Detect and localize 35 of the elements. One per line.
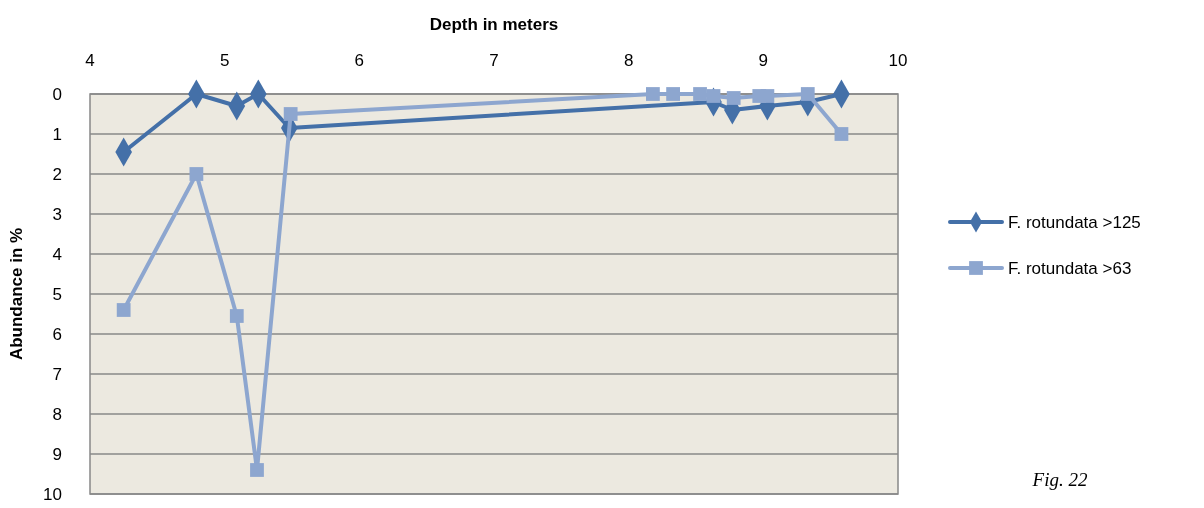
y-tick-label: 1 bbox=[52, 125, 62, 144]
y-tick-label: 2 bbox=[52, 165, 62, 184]
point bbox=[646, 87, 660, 101]
point bbox=[250, 463, 264, 477]
point bbox=[834, 127, 849, 141]
y-tick-label: 6 bbox=[52, 325, 62, 344]
point bbox=[666, 87, 680, 101]
y-tick-label: 0 bbox=[52, 85, 62, 104]
y-tick-label: 7 bbox=[52, 365, 62, 384]
caption: Fig. 22 bbox=[1031, 469, 1088, 490]
point bbox=[283, 107, 298, 121]
point bbox=[800, 87, 815, 101]
y-tick-label: 4 bbox=[52, 245, 62, 264]
x-tick-label: 8 bbox=[623, 51, 634, 70]
x-tick-label: 7 bbox=[489, 51, 499, 70]
point bbox=[693, 87, 707, 101]
point bbox=[116, 303, 131, 317]
point bbox=[229, 309, 244, 323]
y-tick-label: 8 bbox=[52, 405, 62, 424]
y-tick-label: 9 bbox=[52, 445, 62, 464]
x-axis-title: Depth in meters bbox=[429, 15, 559, 34]
point bbox=[189, 167, 204, 181]
x-tick-label: 10 bbox=[888, 51, 908, 70]
y-tick-label: 5 bbox=[52, 285, 62, 304]
x-tick-label: 6 bbox=[354, 51, 365, 70]
point bbox=[760, 89, 775, 103]
point bbox=[726, 91, 741, 105]
x-tick-label: 5 bbox=[219, 51, 230, 70]
x-tick-label: 4 bbox=[85, 51, 95, 70]
y-tick-label: 10 bbox=[43, 485, 62, 504]
legend-label: F. rotundata >125 bbox=[1008, 213, 1141, 232]
y-tick-label: 3 bbox=[52, 205, 62, 224]
y-axis-title: Abundance in % bbox=[7, 227, 26, 361]
legend-label: F. rotundata >63 bbox=[1008, 259, 1132, 278]
x-tick-label: 9 bbox=[758, 51, 769, 70]
